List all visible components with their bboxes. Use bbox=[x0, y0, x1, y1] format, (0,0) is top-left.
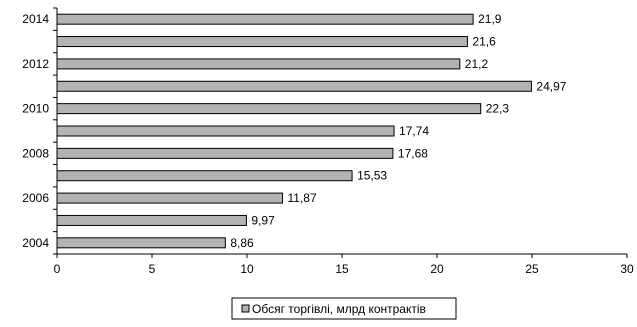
x-tick-label-5: 5 bbox=[149, 262, 156, 276]
x-tick-label-15: 15 bbox=[335, 262, 349, 276]
data-label-2014: 21,9 bbox=[478, 12, 502, 26]
bar-2012 bbox=[56, 58, 461, 70]
legend: Обсяг торгівлі, млрд контрактів bbox=[231, 297, 457, 320]
data-label-2009: 17,74 bbox=[399, 124, 429, 138]
data-label-2013: 21,6 bbox=[472, 35, 496, 49]
bar-2006 bbox=[56, 192, 284, 204]
y-tick-label-2008: 2008 bbox=[22, 146, 49, 160]
x-tick-label-30: 30 bbox=[620, 262, 634, 276]
x-tick-labels: 0 5 10 15 20 25 30 bbox=[54, 262, 634, 276]
legend-swatch bbox=[241, 304, 250, 313]
data-label-2005: 9,97 bbox=[251, 213, 275, 227]
y-tick-labels: 2004 2006 2008 2010 2012 2014 bbox=[22, 12, 49, 250]
y-tick-label-2006: 2006 bbox=[22, 191, 49, 205]
y-tick-label-2014: 2014 bbox=[22, 12, 49, 26]
legend-box bbox=[231, 297, 457, 320]
bar-2004 bbox=[56, 237, 226, 249]
y-tick-label-2004: 2004 bbox=[22, 236, 49, 250]
bar-2010 bbox=[56, 103, 482, 115]
bar-2011 bbox=[56, 80, 532, 92]
bar-2014 bbox=[56, 13, 474, 25]
data-label-2007: 15,53 bbox=[357, 169, 387, 183]
data-label-2011: 24,97 bbox=[536, 79, 566, 93]
y-tick-label-2010: 2010 bbox=[22, 102, 49, 116]
bars bbox=[56, 13, 532, 249]
y-tick-label-2012: 2012 bbox=[22, 57, 49, 71]
bar-2013 bbox=[56, 36, 468, 48]
bar-2008 bbox=[56, 147, 394, 159]
data-label-2006: 11,87 bbox=[288, 191, 317, 205]
legend-label: Обсяг торгівлі, млрд контрактів bbox=[252, 302, 426, 316]
x-tick-label-25: 25 bbox=[525, 262, 539, 276]
x-tick-label-10: 10 bbox=[240, 262, 254, 276]
bar-2005 bbox=[56, 214, 247, 226]
data-label-2004: 8,86 bbox=[230, 236, 254, 250]
data-label-2010: 22,3 bbox=[486, 102, 510, 116]
data-label-2012: 21,2 bbox=[465, 57, 489, 71]
data-label-2008: 17,68 bbox=[398, 146, 428, 160]
bar-2009 bbox=[56, 125, 395, 137]
x-tick-label-20: 20 bbox=[430, 262, 444, 276]
x-tick-label-0: 0 bbox=[54, 262, 61, 276]
bar-2007 bbox=[56, 170, 353, 182]
data-labels: 8,86 9,97 11,87 15,53 17,68 17,74 22,3 24,97 21,… bbox=[230, 12, 566, 250]
